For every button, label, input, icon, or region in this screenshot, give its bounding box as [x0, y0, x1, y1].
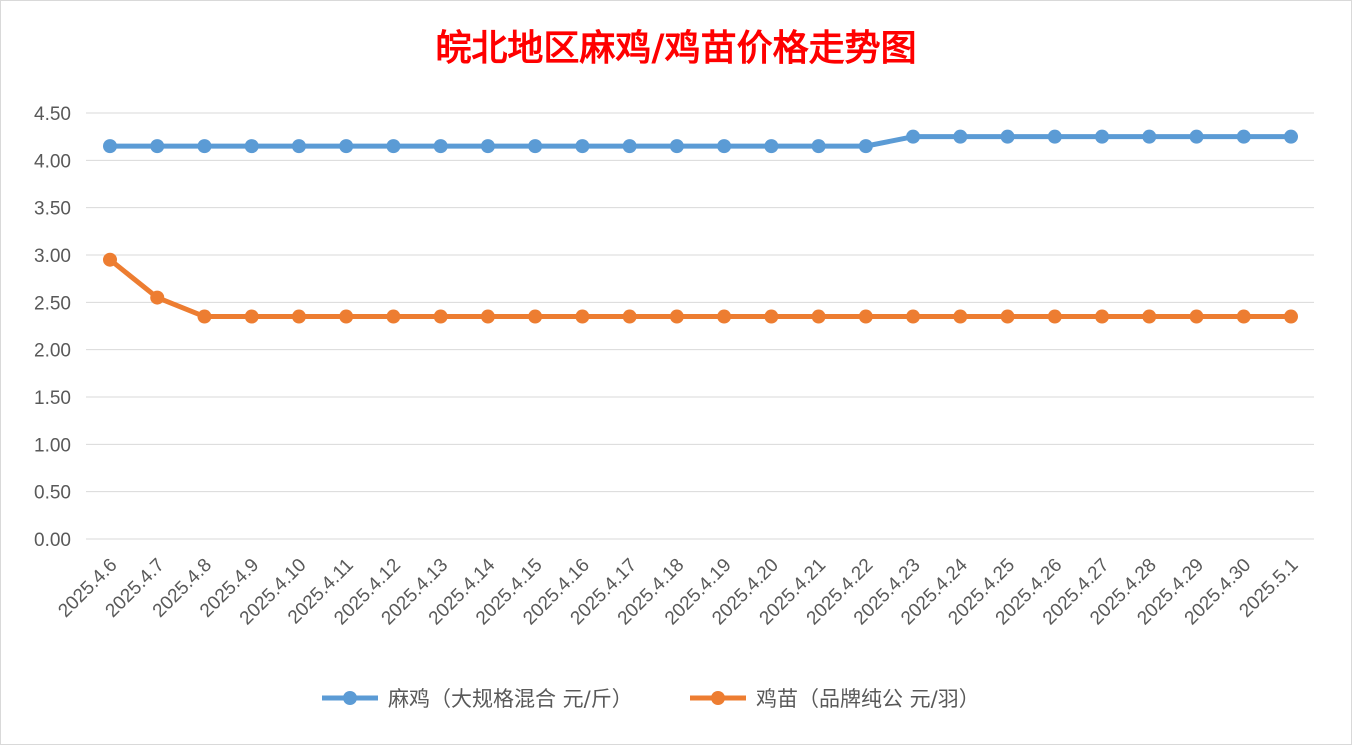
data-point	[1142, 129, 1157, 144]
gridlines	[86, 112, 1314, 540]
data-point	[339, 139, 354, 154]
data-point	[622, 309, 637, 324]
chart-title: 皖北地区麻鸡/鸡苗价格走势图	[435, 27, 916, 69]
data-point	[669, 309, 684, 324]
data-point	[1284, 129, 1298, 144]
data-point	[1284, 309, 1298, 324]
data-point	[1189, 309, 1204, 324]
data-point	[717, 309, 732, 324]
y-tick-label: 1.00	[34, 435, 71, 456]
legend-symbol-2	[690, 691, 746, 705]
data-point	[528, 309, 543, 324]
data-point	[1236, 309, 1251, 324]
data-point	[1047, 309, 1062, 324]
legend-item: 鸡苗（品牌纯公 元/羽）	[690, 687, 980, 711]
data-point	[1095, 309, 1110, 324]
y-tick-label: 2.50	[34, 293, 71, 314]
data-point	[1000, 309, 1015, 324]
data-point	[1189, 129, 1204, 144]
legend-marker	[711, 691, 725, 705]
data-point	[669, 139, 684, 154]
data-point	[953, 129, 968, 144]
data-point	[1000, 129, 1015, 144]
data-point	[197, 309, 212, 324]
data-point	[622, 139, 637, 154]
data-point	[811, 309, 826, 324]
data-point	[906, 129, 921, 144]
data-point	[1047, 129, 1062, 144]
data-point	[197, 139, 212, 154]
legend-label-2: 鸡苗（品牌纯公 元/羽）	[756, 687, 980, 711]
data-point	[150, 290, 165, 305]
data-point	[339, 309, 354, 324]
legend: 麻鸡（大规格混合 元/斤） 鸡苗（品牌纯公 元/羽）	[322, 687, 980, 711]
y-tick-label: 0.50	[34, 483, 71, 504]
data-point	[764, 309, 779, 324]
legend-marker	[343, 691, 357, 705]
y-axis-ticks: 0.00 0.50 1.00 1.50 2.00 2.50 3.00 3.50 4.00 4.50	[34, 104, 71, 551]
data-point	[575, 309, 590, 324]
data-point	[386, 309, 401, 324]
data-point	[150, 139, 165, 154]
data-point	[244, 309, 259, 324]
y-tick-label: 0.00	[34, 530, 71, 551]
legend-item: 麻鸡（大规格混合 元/斤）	[322, 687, 633, 711]
series-line	[107, 134, 1294, 149]
data-point	[717, 139, 732, 154]
y-tick-label: 4.50	[34, 104, 71, 125]
data-point	[480, 139, 495, 154]
data-point	[244, 139, 259, 154]
data-point	[291, 309, 306, 324]
legend-label-1: 麻鸡（大规格混合 元/斤）	[388, 687, 633, 711]
y-tick-label: 3.50	[34, 199, 71, 220]
y-tick-label: 2.00	[34, 341, 71, 362]
series-lines	[103, 129, 1298, 324]
data-point	[858, 309, 873, 324]
data-point	[764, 139, 779, 154]
data-point	[575, 139, 590, 154]
data-point	[811, 139, 826, 154]
data-point	[103, 252, 117, 267]
series-2	[103, 252, 1298, 324]
data-point	[433, 139, 448, 154]
data-point	[953, 309, 968, 324]
y-tick-label: 4.00	[34, 151, 71, 172]
data-point	[1142, 309, 1157, 324]
data-point	[386, 139, 401, 154]
legend-symbol-1	[322, 691, 378, 705]
y-tick-label: 3.00	[34, 246, 71, 267]
data-point	[858, 139, 873, 154]
series-1	[103, 129, 1298, 154]
data-point	[291, 139, 306, 154]
data-point	[1095, 129, 1110, 144]
data-point	[103, 139, 117, 154]
y-tick-label: 1.50	[34, 388, 71, 409]
data-point	[433, 309, 448, 324]
data-point	[480, 309, 495, 324]
series-line	[107, 257, 1294, 320]
data-point	[1236, 129, 1251, 144]
data-point	[906, 309, 921, 324]
data-point	[528, 139, 543, 154]
